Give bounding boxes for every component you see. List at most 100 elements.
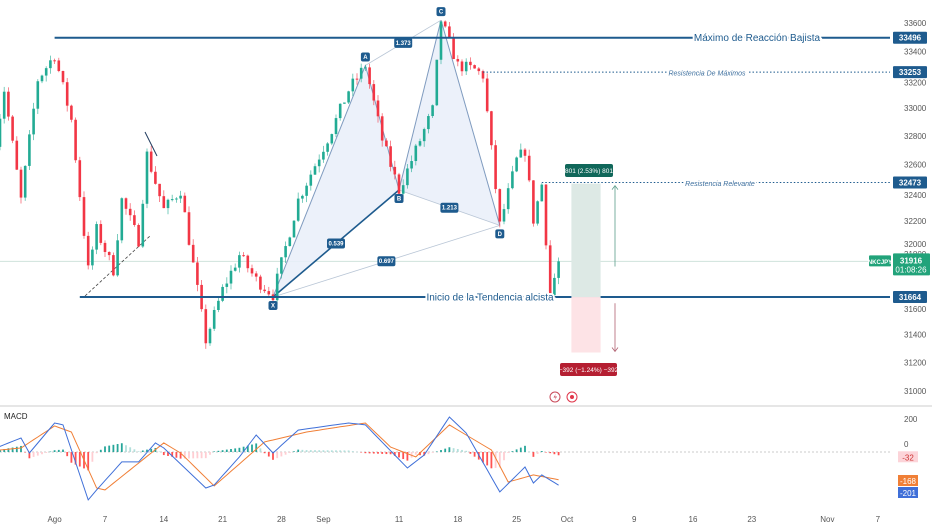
candle — [40, 74, 44, 84]
candle — [305, 182, 308, 203]
candle — [2, 86, 6, 124]
harmonic-pattern[interactable] — [272, 19, 501, 298]
macd-histogram-bar — [221, 450, 224, 452]
candle — [477, 67, 481, 75]
macd-histogram-bar — [494, 452, 497, 468]
macd-histogram-bar — [263, 452, 266, 454]
candle-body — [15, 140, 19, 170]
macd-histogram-bar — [347, 450, 350, 452]
candle-body — [259, 276, 262, 290]
candle — [288, 236, 292, 247]
candle-body — [385, 140, 388, 147]
chart-events[interactable] — [549, 391, 578, 403]
candle — [317, 154, 321, 173]
lightning-icon[interactable] — [549, 391, 561, 403]
candle — [246, 254, 250, 273]
candle-body — [191, 244, 195, 263]
trendline[interactable] — [144, 131, 158, 157]
macd-histogram-bar — [20, 445, 22, 452]
candle-body — [99, 224, 103, 243]
candle — [254, 271, 258, 282]
macd-histogram-bar — [519, 447, 522, 452]
time-axis[interactable]: Ago 7 14 21 28 Sep 11 18 25 Oct 9 16 23 Nov 7 — [0, 508, 932, 528]
candle-body — [351, 78, 355, 92]
candle — [49, 55, 52, 74]
macd-histogram-bar — [393, 452, 396, 456]
price-badge — [893, 66, 927, 79]
macd-histogram-bar — [364, 452, 367, 454]
target-zone[interactable] — [571, 183, 601, 298]
candle-body — [229, 270, 233, 284]
candle-body — [145, 151, 149, 204]
macd-histogram-bar — [339, 450, 342, 452]
candle — [149, 145, 153, 174]
macd-histogram-bar — [309, 450, 312, 452]
price-axis[interactable]: 33600 33400 33200 33000 32800 32600 32400 32200… — [868, 0, 932, 405]
candle-body — [187, 212, 191, 245]
position-tool[interactable]: 801 (2.53%) 801 −392 (−1.24%) −392 — [559, 164, 619, 376]
symbol-label: NKCJPY — [868, 260, 892, 266]
pattern-point-badge — [360, 52, 370, 62]
pattern-point-badge — [436, 7, 446, 17]
macd-histogram-bar — [242, 446, 245, 452]
candle — [170, 194, 174, 202]
candle — [427, 113, 430, 134]
candle-body — [380, 116, 384, 141]
candle — [36, 79, 40, 115]
candle — [225, 277, 229, 294]
macd-histogram-bar — [108, 445, 111, 452]
candle-body — [116, 240, 119, 276]
candle — [32, 102, 35, 141]
macd-histogram-bar — [549, 452, 552, 454]
time-tick: Nov — [820, 515, 834, 524]
candle-body — [233, 267, 237, 271]
candle — [393, 160, 397, 180]
pattern-leg-xa[interactable] — [272, 65, 366, 298]
candle-body — [498, 189, 502, 222]
macd-histogram-bar — [536, 452, 539, 454]
candle — [187, 206, 191, 246]
candle-body — [523, 149, 527, 156]
price-tick: 31000 — [904, 387, 927, 396]
macd-histogram-bar — [167, 452, 169, 456]
macd-pane[interactable]: MACD 200 0 -32 -168 -201 — [0, 412, 918, 501]
macd-value-badge-macd — [898, 487, 918, 498]
candle — [221, 284, 224, 303]
candle-body — [208, 328, 212, 344]
candle — [191, 239, 195, 263]
macd-histogram-bar — [372, 452, 375, 454]
candle — [15, 136, 19, 171]
candle-body — [91, 249, 94, 266]
candle — [44, 66, 48, 82]
macd-histogram-bar — [448, 447, 451, 452]
macd-histogram-bar — [255, 443, 258, 452]
candle-body — [473, 65, 476, 69]
candle — [347, 90, 350, 104]
pattern-leg-cd[interactable] — [440, 20, 501, 226]
candle-body — [141, 203, 145, 247]
macd-tick: 0 — [904, 440, 909, 449]
macd-histogram-bar — [49, 451, 52, 453]
macd-histogram-bar — [28, 452, 31, 459]
candle-body — [540, 184, 544, 202]
candle — [385, 138, 388, 147]
horizontal-levels[interactable]: Máximo de Reacción Bajista Resistencia De… — [54, 31, 892, 306]
candle-body — [162, 196, 166, 209]
macd-value-signal: -168 — [900, 477, 917, 486]
stop-zone[interactable] — [571, 297, 601, 353]
price-tick: 32000 — [904, 240, 927, 249]
pattern-leg-bc[interactable] — [398, 20, 442, 191]
macd-histogram-bar — [246, 445, 249, 452]
record-icon[interactable] — [566, 391, 578, 403]
candle-body — [355, 78, 359, 80]
candle-body — [452, 37, 455, 60]
ratio-badge — [377, 256, 396, 267]
macd-histogram-bar — [465, 450, 468, 452]
candle — [78, 156, 82, 202]
candle — [145, 148, 149, 209]
pattern-point-label: A — [363, 55, 368, 61]
macd-histogram-bar — [545, 452, 547, 453]
macd-histogram-bar — [553, 452, 556, 455]
candle — [418, 138, 422, 147]
